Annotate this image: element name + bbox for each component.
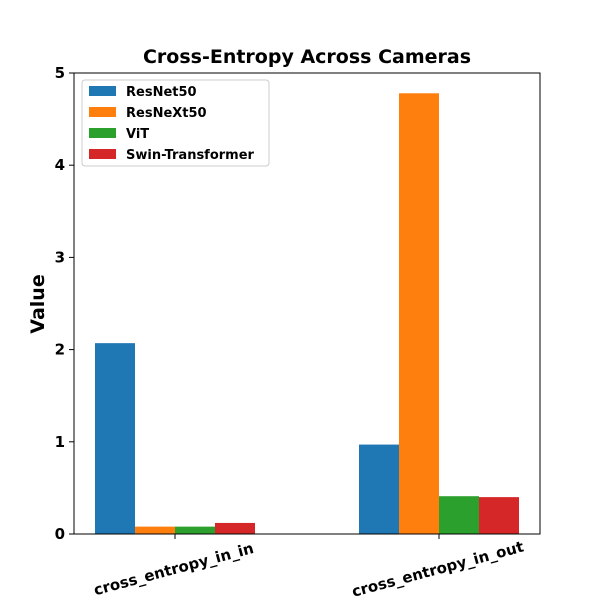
bar-resnet50-1 bbox=[359, 444, 399, 534]
y-tick-label: 3 bbox=[55, 248, 65, 266]
y-tick-label: 5 bbox=[55, 64, 65, 82]
bar-swin-transformer-1 bbox=[479, 497, 519, 534]
plot-frame bbox=[73, 72, 541, 535]
y-tick-label: 4 bbox=[55, 156, 65, 174]
legend-label: ResNeXt50 bbox=[126, 106, 207, 121]
bar-vit-1 bbox=[439, 496, 479, 534]
legend-swatch bbox=[89, 149, 116, 159]
bar-resnext50-1 bbox=[399, 93, 439, 534]
legend-label: ViT bbox=[126, 127, 149, 142]
bars-layer bbox=[95, 93, 519, 534]
y-tick-label: 1 bbox=[55, 433, 65, 451]
chart-title: Cross-Entropy Across Cameras bbox=[143, 46, 471, 68]
legend-box bbox=[81, 79, 270, 167]
bar-resnet50-0 bbox=[95, 343, 135, 534]
y-axis-label: Value bbox=[27, 274, 49, 333]
bar-swin-transformer-0 bbox=[215, 522, 255, 534]
bar-vit-0 bbox=[175, 526, 215, 534]
y-tick-label: 2 bbox=[55, 341, 65, 359]
legend-swatch bbox=[89, 128, 116, 138]
legend: ResNet50 ResNeXt50 ViT Swin-Transformer bbox=[81, 79, 270, 167]
legend-swatch bbox=[89, 86, 116, 96]
legend-swatch bbox=[89, 107, 116, 117]
legend-label: Swin-Transformer bbox=[126, 148, 255, 163]
y-tick-label: 0 bbox=[55, 525, 65, 543]
legend-label: ResNet50 bbox=[126, 85, 197, 100]
bar-resnext50-0 bbox=[135, 526, 175, 534]
